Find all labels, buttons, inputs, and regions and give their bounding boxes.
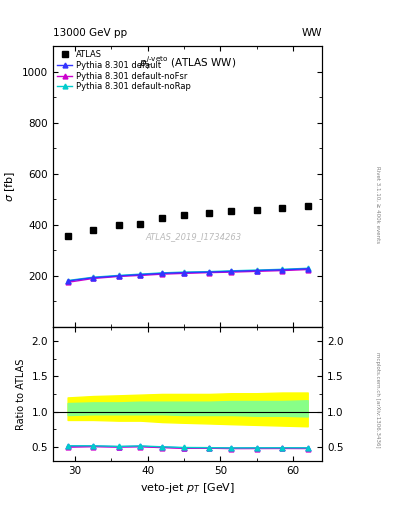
Pythia 8.301 default-noFsr bbox=[254, 268, 259, 274]
ATLAS bbox=[280, 205, 285, 211]
Pythia 8.301 default-noRap bbox=[207, 268, 212, 274]
ATLAS bbox=[182, 211, 186, 218]
Pythia 8.301 default-noFsr bbox=[207, 269, 212, 275]
Pythia 8.301 default-noRap bbox=[116, 272, 121, 279]
Line: Pythia 8.301 default-noRap: Pythia 8.301 default-noRap bbox=[65, 266, 310, 283]
X-axis label: veto-jet $p_T$ [GeV]: veto-jet $p_T$ [GeV] bbox=[140, 481, 235, 495]
Pythia 8.301 default-noFsr bbox=[65, 279, 70, 285]
Pythia 8.301 default bbox=[138, 271, 143, 278]
Pythia 8.301 default bbox=[91, 274, 95, 281]
ATLAS bbox=[229, 208, 234, 214]
ATLAS bbox=[91, 227, 95, 233]
Line: Pythia 8.301 default: Pythia 8.301 default bbox=[65, 266, 310, 284]
Pythia 8.301 default bbox=[182, 269, 186, 275]
ATLAS bbox=[65, 233, 70, 240]
Pythia 8.301 default-noFsr bbox=[229, 269, 234, 275]
Y-axis label: Ratio to ATLAS: Ratio to ATLAS bbox=[16, 358, 26, 430]
ATLAS bbox=[160, 216, 165, 222]
Pythia 8.301 default bbox=[305, 266, 310, 272]
Pythia 8.301 default-noRap bbox=[160, 270, 165, 276]
Legend: ATLAS, Pythia 8.301 default, Pythia 8.301 default-noFsr, Pythia 8.301 default-no: ATLAS, Pythia 8.301 default, Pythia 8.30… bbox=[55, 49, 192, 93]
Pythia 8.301 default-noFsr bbox=[138, 272, 143, 279]
Text: mcplots.cern.ch [arXiv:1306.3436]: mcplots.cern.ch [arXiv:1306.3436] bbox=[375, 352, 380, 447]
Pythia 8.301 default-noRap bbox=[254, 267, 259, 273]
Pythia 8.301 default bbox=[229, 268, 234, 274]
ATLAS bbox=[207, 210, 212, 217]
Pythia 8.301 default-noFsr bbox=[116, 273, 121, 280]
Pythia 8.301 default-noFsr bbox=[280, 267, 285, 273]
Pythia 8.301 default-noFsr bbox=[160, 271, 165, 277]
Text: WW: WW bbox=[302, 28, 322, 38]
Text: ATLAS_2019_I1734263: ATLAS_2019_I1734263 bbox=[145, 232, 241, 242]
Pythia 8.301 default bbox=[280, 267, 285, 273]
Pythia 8.301 default-noFsr bbox=[182, 270, 186, 276]
Pythia 8.301 default bbox=[65, 278, 70, 284]
Line: ATLAS: ATLAS bbox=[64, 203, 311, 240]
Pythia 8.301 default-noRap bbox=[305, 265, 310, 271]
Pythia 8.301 default-noRap bbox=[91, 274, 95, 280]
Pythia 8.301 default bbox=[160, 270, 165, 276]
ATLAS bbox=[305, 203, 310, 209]
ATLAS bbox=[116, 222, 121, 228]
ATLAS bbox=[254, 206, 259, 212]
Pythia 8.301 default-noRap bbox=[229, 268, 234, 274]
Pythia 8.301 default bbox=[207, 269, 212, 275]
Text: 13000 GeV pp: 13000 GeV pp bbox=[53, 28, 127, 38]
Pythia 8.301 default-noRap bbox=[182, 269, 186, 275]
Text: Rivet 3.1.10, ≥ 400k events: Rivet 3.1.10, ≥ 400k events bbox=[375, 166, 380, 243]
Line: Pythia 8.301 default-noFsr: Pythia 8.301 default-noFsr bbox=[65, 267, 310, 285]
Text: $p_T^{j\text{-veto}}$ (ATLAS WW): $p_T^{j\text{-veto}}$ (ATLAS WW) bbox=[139, 54, 236, 72]
ATLAS bbox=[138, 221, 143, 227]
Pythia 8.301 default bbox=[254, 267, 259, 273]
Y-axis label: $\sigma$ [fb]: $\sigma$ [fb] bbox=[3, 171, 17, 202]
Pythia 8.301 default-noRap bbox=[138, 271, 143, 277]
Pythia 8.301 default-noFsr bbox=[305, 266, 310, 272]
Pythia 8.301 default-noRap bbox=[280, 266, 285, 272]
Pythia 8.301 default-noFsr bbox=[91, 275, 95, 282]
Pythia 8.301 default-noRap bbox=[65, 278, 70, 284]
Pythia 8.301 default bbox=[116, 273, 121, 279]
